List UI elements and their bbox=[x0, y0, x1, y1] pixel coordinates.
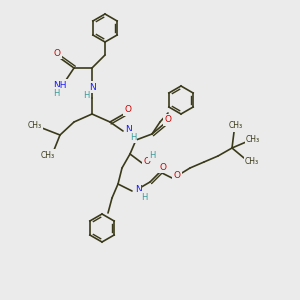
Text: O: O bbox=[53, 49, 61, 58]
Text: CH₃: CH₃ bbox=[28, 122, 42, 130]
Text: N: N bbox=[88, 82, 95, 91]
Text: O: O bbox=[164, 116, 172, 124]
Text: H: H bbox=[149, 151, 155, 160]
Text: N: N bbox=[124, 124, 131, 134]
Text: H: H bbox=[141, 193, 147, 202]
Text: O: O bbox=[124, 106, 131, 115]
Text: CH₃: CH₃ bbox=[41, 151, 55, 160]
Text: H: H bbox=[130, 133, 136, 142]
Text: CH₃: CH₃ bbox=[245, 157, 259, 166]
Text: CH₃: CH₃ bbox=[246, 136, 260, 145]
Text: O: O bbox=[143, 157, 151, 166]
Text: N: N bbox=[135, 184, 141, 194]
Text: O: O bbox=[160, 163, 167, 172]
Text: O: O bbox=[173, 172, 181, 181]
Text: CH₃: CH₃ bbox=[229, 122, 243, 130]
Text: H: H bbox=[53, 88, 59, 98]
Text: H: H bbox=[83, 91, 89, 100]
Text: NH: NH bbox=[53, 80, 67, 89]
